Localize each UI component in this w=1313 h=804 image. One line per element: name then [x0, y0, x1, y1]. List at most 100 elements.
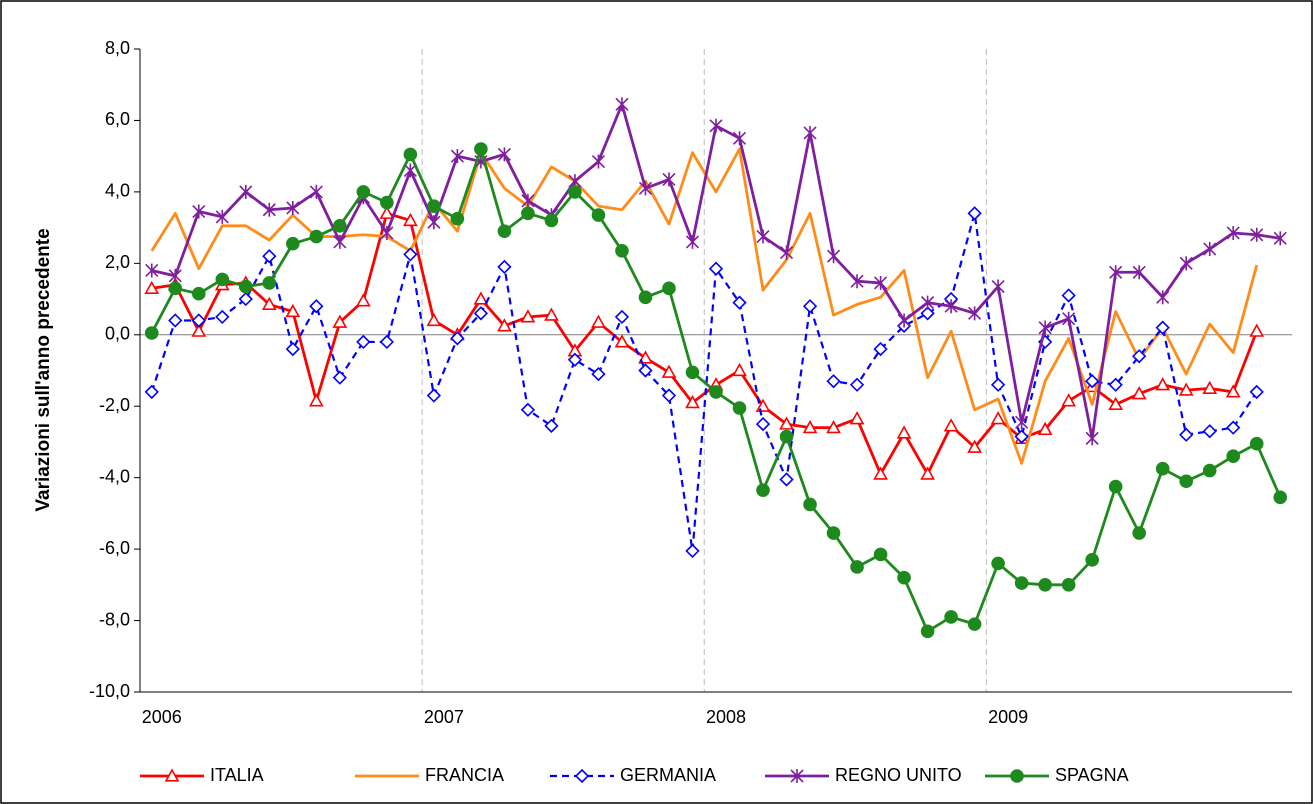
- marker: [826, 374, 841, 389]
- marker: [1155, 461, 1170, 476]
- marker: [1202, 380, 1218, 394]
- marker: [591, 208, 606, 222]
- marker: [1085, 374, 1100, 389]
- marker: [944, 299, 958, 314]
- y-tick-label: -4,0: [99, 466, 130, 486]
- y-tick-label: 8,0: [105, 38, 130, 58]
- legend-label: SPAGNA: [1055, 765, 1129, 785]
- marker: [473, 291, 489, 305]
- y-tick-label: 0,0: [105, 324, 130, 344]
- marker: [403, 147, 418, 162]
- marker: [850, 274, 864, 289]
- marker: [473, 306, 489, 321]
- marker: [709, 385, 723, 399]
- marker: [591, 154, 606, 169]
- marker: [285, 303, 301, 318]
- marker: [803, 125, 817, 140]
- marker: [849, 377, 865, 392]
- marker: [756, 483, 770, 497]
- marker: [1014, 576, 1029, 590]
- marker: [191, 286, 206, 301]
- y-tick-label: -8,0: [99, 609, 130, 629]
- marker: [238, 279, 253, 294]
- marker: [755, 398, 771, 412]
- marker: [1156, 290, 1170, 305]
- marker: [638, 350, 653, 364]
- marker: [755, 416, 771, 432]
- marker: [215, 309, 230, 325]
- marker: [356, 185, 371, 199]
- series-line: [150, 212, 1258, 552]
- marker: [826, 420, 841, 434]
- marker: [144, 384, 159, 400]
- marker: [1085, 431, 1099, 446]
- marker: [544, 213, 559, 228]
- marker: [308, 393, 324, 407]
- marker: [261, 296, 277, 311]
- y-axis-label: Variazioni sull'anno precedente: [33, 228, 54, 511]
- marker: [1225, 384, 1241, 398]
- marker: [1108, 479, 1123, 494]
- marker: [1038, 320, 1052, 335]
- marker: [638, 181, 653, 196]
- marker: [191, 313, 206, 328]
- marker: [661, 388, 677, 403]
- marker: [191, 323, 207, 337]
- marker: [567, 352, 583, 367]
- marker: [1179, 427, 1194, 442]
- marker: [920, 306, 935, 321]
- marker: [145, 263, 159, 278]
- marker: [426, 312, 442, 327]
- marker: [215, 272, 230, 287]
- marker: [333, 234, 347, 249]
- marker: [615, 244, 629, 258]
- marker: [990, 377, 1006, 392]
- marker: [1010, 769, 1024, 783]
- marker: [450, 331, 465, 346]
- marker: [732, 131, 747, 146]
- marker: [614, 309, 630, 325]
- y-tick-label: 4,0: [105, 181, 130, 201]
- y-tick-label: 6,0: [105, 109, 130, 129]
- marker: [239, 184, 253, 199]
- marker: [1179, 474, 1194, 489]
- marker: [168, 268, 182, 283]
- marker: [802, 299, 818, 314]
- marker: [943, 418, 959, 432]
- marker: [544, 418, 559, 434]
- marker: [144, 280, 160, 294]
- legend-item: SPAGNA: [985, 765, 1129, 785]
- marker: [1226, 225, 1240, 240]
- marker: [873, 547, 888, 562]
- marker: [897, 313, 911, 328]
- marker: [1202, 424, 1217, 439]
- marker: [1155, 320, 1170, 335]
- marker: [1061, 578, 1076, 592]
- marker: [874, 275, 888, 290]
- x-tick-label: 2007: [424, 707, 464, 727]
- marker: [896, 425, 912, 439]
- y-tick-label: -10,0: [89, 681, 130, 701]
- marker: [144, 326, 159, 340]
- marker: [1132, 526, 1146, 540]
- marker: [614, 334, 630, 348]
- marker: [662, 172, 676, 187]
- marker: [332, 314, 348, 328]
- marker: [520, 309, 536, 323]
- marker: [379, 205, 395, 219]
- marker: [333, 219, 347, 233]
- marker: [1038, 578, 1052, 592]
- marker: [826, 526, 841, 540]
- legend-label: FRANCIA: [425, 765, 504, 785]
- marker: [1273, 231, 1287, 246]
- marker: [309, 184, 323, 199]
- marker: [850, 560, 864, 574]
- marker: [450, 149, 464, 164]
- marker: [521, 206, 535, 221]
- marker: [379, 334, 394, 350]
- marker: [685, 543, 700, 559]
- marker: [1109, 265, 1123, 280]
- marker: [309, 229, 324, 244]
- marker: [944, 610, 958, 624]
